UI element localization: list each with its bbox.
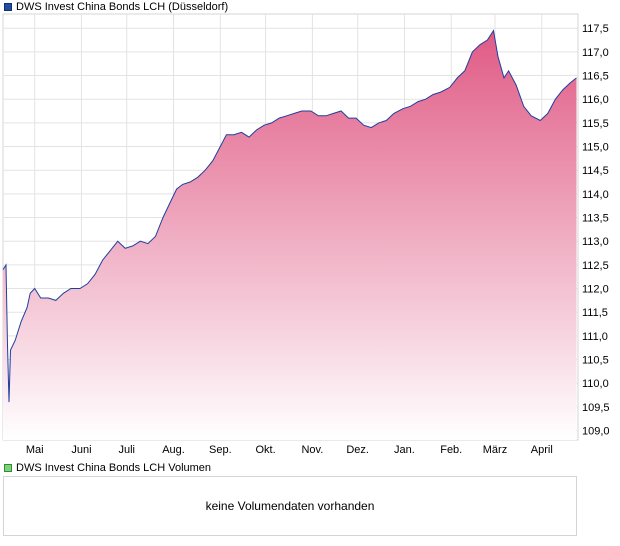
y-tick-label: 111,0 xyxy=(582,331,608,343)
x-tick-label: Aug. xyxy=(162,444,185,456)
y-tick-label: 109,5 xyxy=(582,402,610,414)
x-tick-label: Jan. xyxy=(394,444,415,456)
y-tick-label: 115,5 xyxy=(582,118,609,130)
y-tick-label: 110,0 xyxy=(582,378,609,390)
y-tick-label: 109,0 xyxy=(582,426,610,438)
x-tick-label: März xyxy=(483,444,507,456)
y-axis-ticks: 109,0 109,5 110,0 110,5 111,0 111,5 112,0 112,5… xyxy=(582,23,610,437)
x-tick-label: Juni xyxy=(71,444,91,456)
y-tick-label: 116,0 xyxy=(582,94,609,106)
volume-legend: DWS Invest China Bonds LCH Volumen xyxy=(4,461,211,475)
y-tick-label: 115,0 xyxy=(582,142,609,154)
y-tick-label: 110,5 xyxy=(582,355,609,367)
no-volume-message: keine Volumendaten vorhanden xyxy=(205,499,375,513)
y-tick-label: 113,0 xyxy=(582,236,609,248)
price-line xyxy=(2,29,577,403)
y-tick-label: 113,5 xyxy=(582,213,609,225)
volume-panel: keine Volumendaten vorhanden xyxy=(3,476,577,536)
price-area xyxy=(3,30,577,440)
price-legend: DWS Invest China Bonds LCH (Düsseldorf) xyxy=(4,0,228,14)
x-tick-label: Feb. xyxy=(440,444,462,456)
volume-legend-label: DWS Invest China Bonds LCH Volumen xyxy=(16,462,212,474)
x-tick-label: Mai xyxy=(26,444,44,456)
x-tick-label: April xyxy=(531,444,553,456)
price-chart: Mai Juni Juli Aug. Sep. Okt. Nov. Dez. Jan. Feb. M… xyxy=(2,13,610,456)
y-tick-label: 114,5 xyxy=(582,165,609,177)
x-tick-label: Juli xyxy=(118,444,135,456)
x-axis-ticks: Mai Juni Juli Aug. Sep. Okt. Nov. Dez. Jan. Feb. M… xyxy=(26,444,553,456)
x-tick-label: Dez. xyxy=(346,444,369,456)
x-tick-label: Sep. xyxy=(209,444,232,456)
price-legend-label: DWS Invest China Bonds LCH (Düsseldorf) xyxy=(16,1,229,13)
y-tick-label: 112,0 xyxy=(582,284,609,296)
x-tick-label: Okt. xyxy=(256,444,276,456)
x-tick-label: Nov. xyxy=(301,444,323,456)
volume-legend-swatch xyxy=(4,464,12,472)
y-tick-label: 111,5 xyxy=(582,307,608,319)
y-tick-label: 117,0 xyxy=(582,47,609,59)
y-tick-label: 117,5 xyxy=(582,23,609,35)
y-tick-label: 116,5 xyxy=(582,71,609,83)
y-tick-label: 112,5 xyxy=(582,260,609,272)
y-tick-label: 114,0 xyxy=(582,189,609,201)
price-legend-swatch xyxy=(4,3,12,11)
